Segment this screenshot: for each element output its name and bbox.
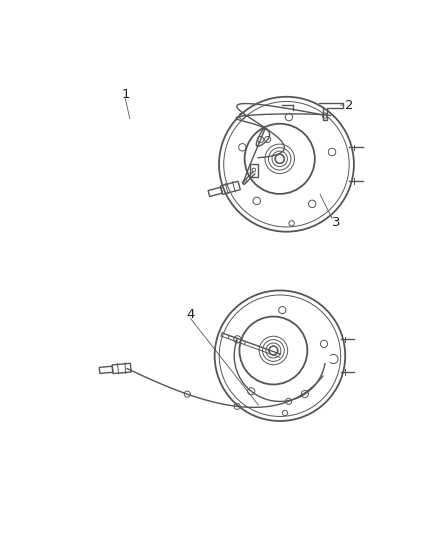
Text: 1: 1 xyxy=(121,88,130,101)
Circle shape xyxy=(245,124,315,194)
Text: 2: 2 xyxy=(345,99,354,112)
Text: 3: 3 xyxy=(332,216,341,230)
Bar xyxy=(250,165,258,176)
Circle shape xyxy=(219,97,354,232)
Circle shape xyxy=(215,290,345,421)
Text: 4: 4 xyxy=(187,308,195,321)
Circle shape xyxy=(240,317,307,384)
